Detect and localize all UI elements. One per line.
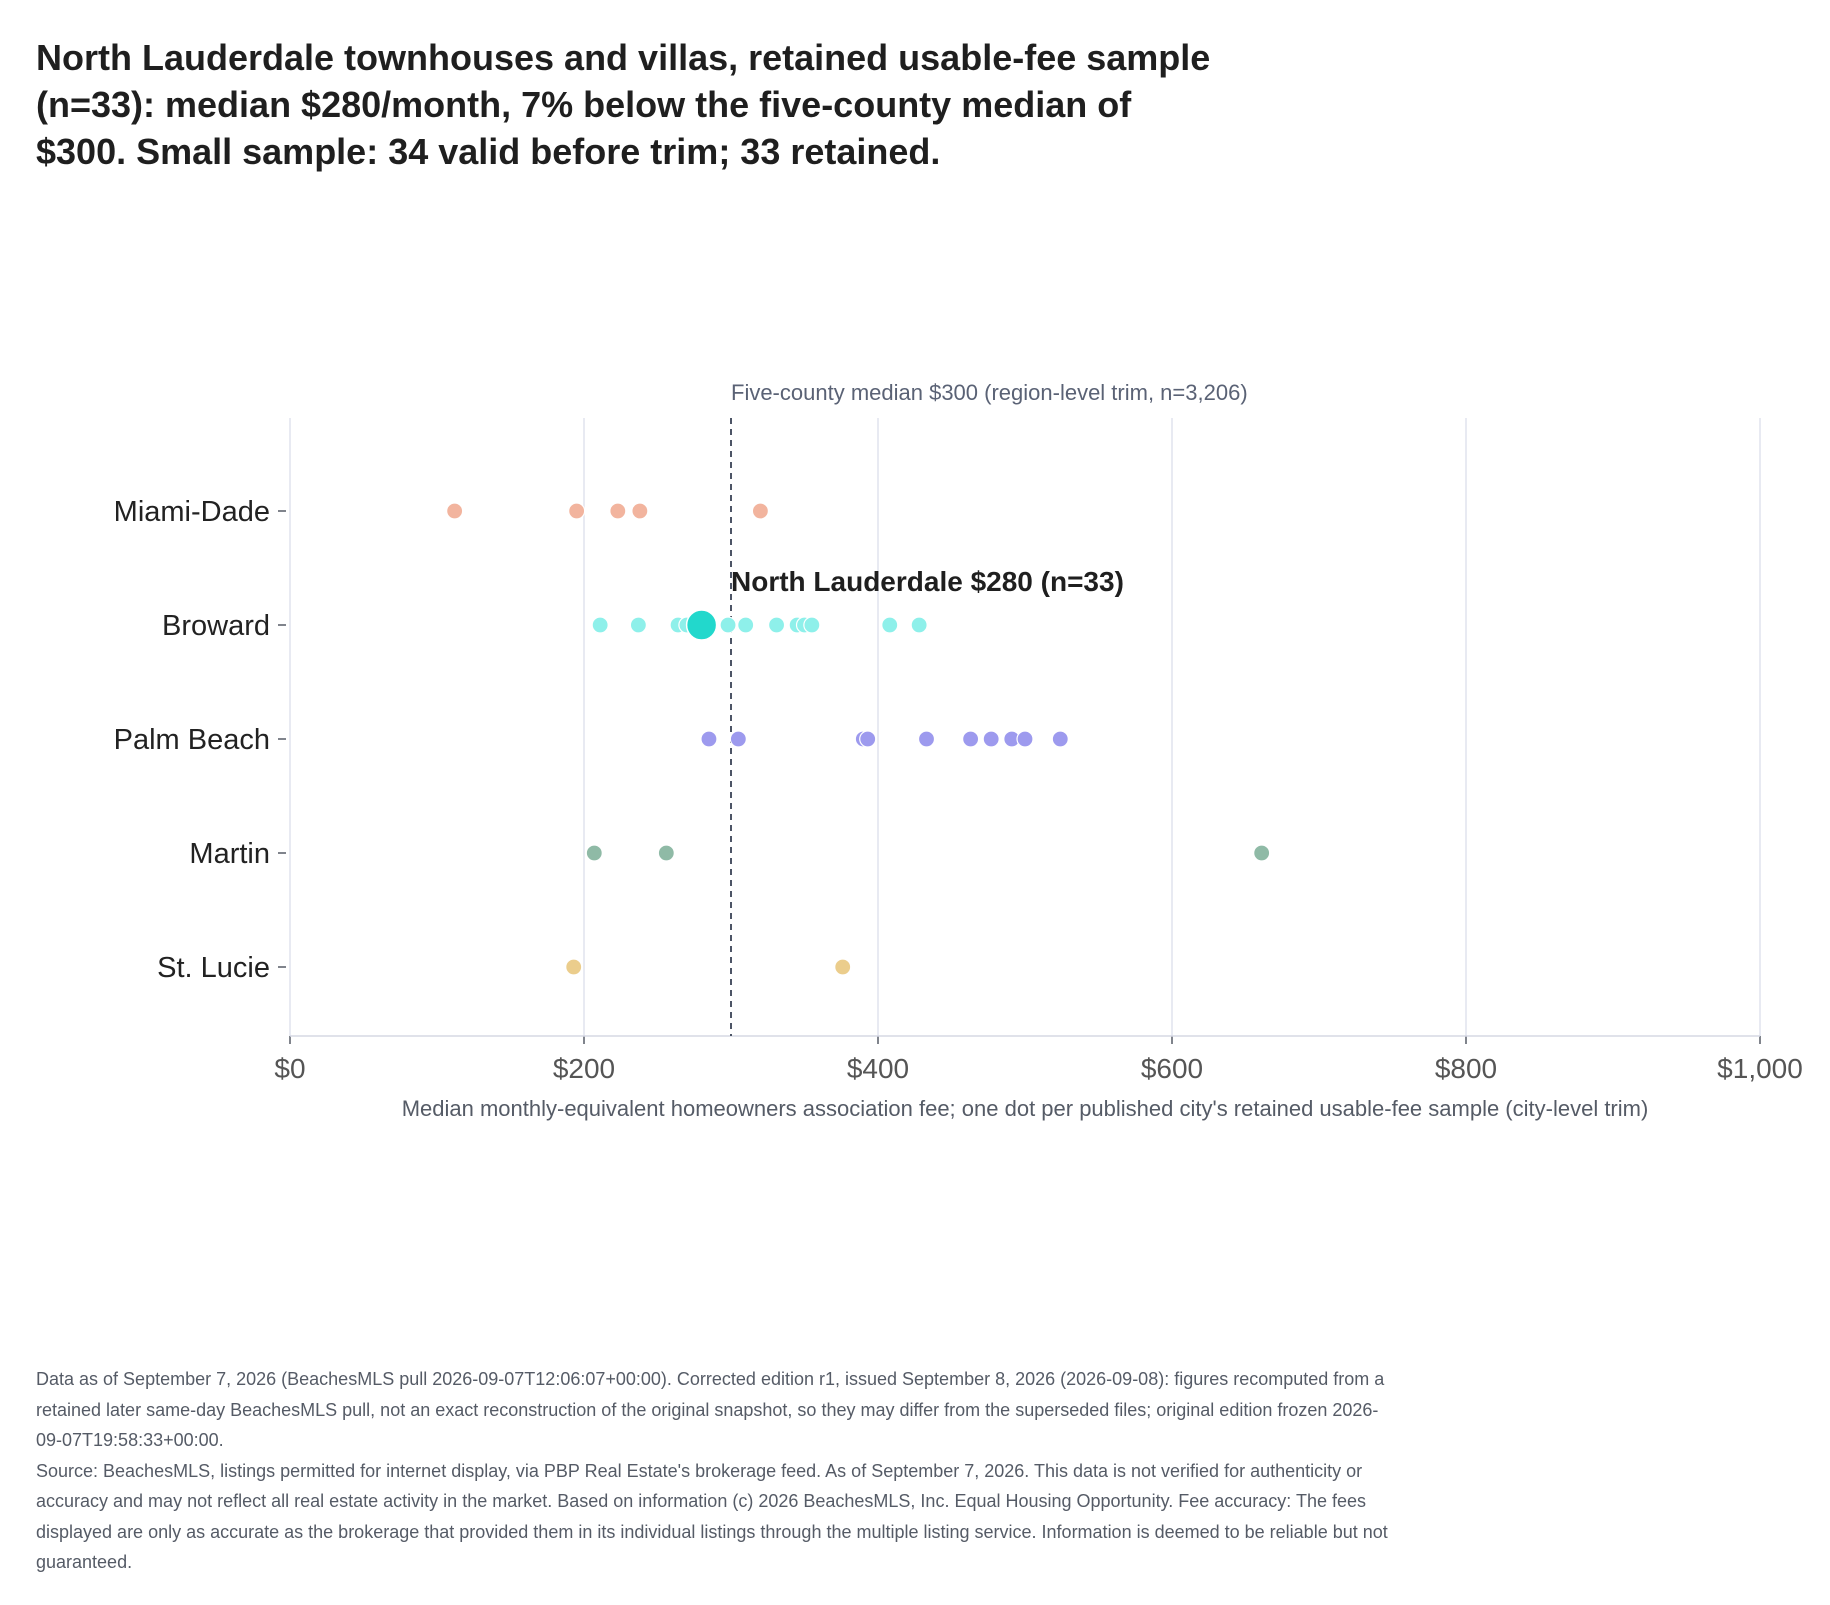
city-dot <box>910 616 928 634</box>
x-tick-label: $800 <box>1435 1053 1497 1084</box>
x-tick-label: $1,000 <box>1717 1053 1803 1084</box>
city-dot <box>803 616 821 634</box>
city-dot <box>657 844 675 862</box>
y-category-label: Broward <box>162 610 270 642</box>
axes: $0 $200 $400 $600 $800 $1,000 Miami-Dade Browar… <box>114 496 1803 1121</box>
city-dot <box>751 502 770 520</box>
chart-title: North Lauderdale townhouses and villas, … <box>36 34 1296 175</box>
chart-title-line: (n=33): median $280/month, 7% below the … <box>36 84 1132 125</box>
y-category-label: Miami-Dade <box>114 496 270 528</box>
city-dot <box>917 730 936 748</box>
data-points <box>446 502 1271 976</box>
highlight-city-dot <box>685 609 718 641</box>
x-tick-label: $200 <box>553 1053 615 1084</box>
city-dot <box>1051 730 1069 748</box>
city-dot <box>1016 730 1034 748</box>
city-dot <box>859 730 877 748</box>
five-county-median-label: Five-county median $300 (region-level tr… <box>731 380 1248 405</box>
chart-footer: Data as of September 7, 2026 (BeachesMLS… <box>36 1364 1396 1578</box>
city-dot <box>568 502 586 520</box>
gridlines <box>289 418 1761 1036</box>
x-tick-label: $600 <box>1141 1053 1203 1084</box>
city-dot <box>729 730 747 748</box>
city-dot <box>767 616 786 634</box>
city-dot <box>982 730 1000 748</box>
city-dot <box>737 616 755 634</box>
city-dot <box>1253 844 1271 862</box>
chart-title-line: North Lauderdale townhouses and villas, … <box>36 37 1211 78</box>
city-dot <box>719 616 737 634</box>
data-note: Data as of September 7, 2026 (BeachesMLS… <box>36 1369 1385 1450</box>
city-dot <box>591 616 609 634</box>
x-tick-label: $0 <box>274 1053 305 1084</box>
y-category-label: Martin <box>189 838 270 870</box>
city-dot <box>609 502 627 520</box>
source-note: Source: BeachesMLS, listings permitted f… <box>36 1460 1388 1573</box>
city-dot <box>565 958 583 976</box>
highlight-city-label: North Lauderdale $280 (n=33) <box>731 566 1124 597</box>
chart-title-line: $300. Small sample: 34 valid before trim… <box>36 131 941 172</box>
y-category-label: St. Lucie <box>157 952 270 984</box>
city-dot <box>962 730 980 748</box>
dot-plot-chart: $0 $200 $400 $600 $800 $1,000 Miami-Dade Browar… <box>114 380 1803 1121</box>
city-dot <box>631 502 649 520</box>
city-dot <box>700 730 718 748</box>
annotations: North Lauderdale $280 (n=33) <box>731 566 1124 597</box>
city-dot <box>834 958 852 976</box>
city-dot <box>881 616 899 634</box>
x-tick-label: $400 <box>847 1053 909 1084</box>
city-dot <box>446 502 464 520</box>
x-axis-title: Median monthly-equivalent homeowners ass… <box>402 1096 1649 1121</box>
city-dot <box>585 844 603 862</box>
reference-line-group: Five-county median $300 (region-level tr… <box>730 380 1248 1036</box>
city-dot <box>629 616 647 634</box>
y-category-label: Palm Beach <box>114 724 270 756</box>
